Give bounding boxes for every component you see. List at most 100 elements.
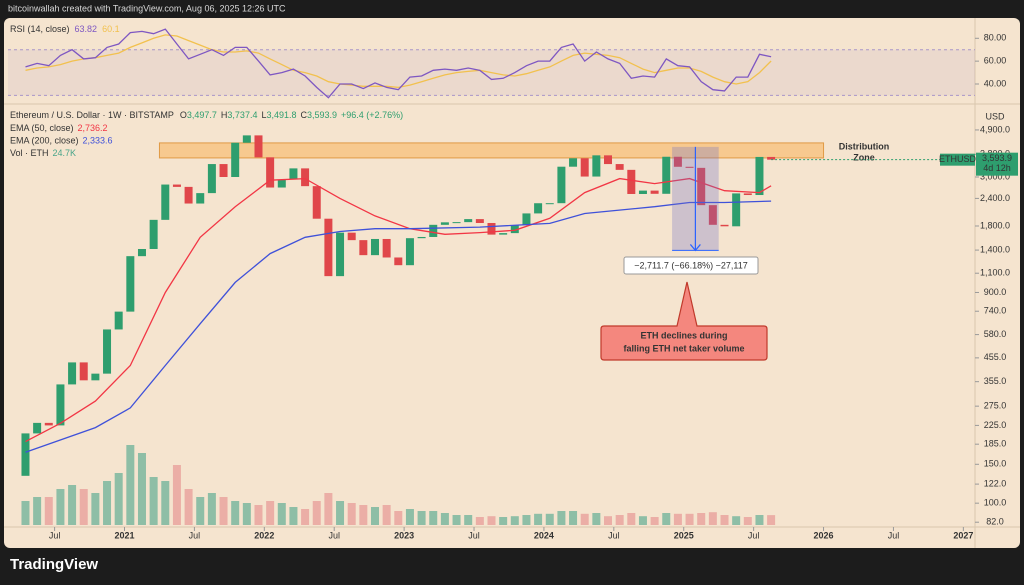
volume-bar: [732, 516, 741, 525]
volume-bar: [44, 497, 53, 525]
candle-body: [510, 225, 519, 234]
candle-body: [289, 168, 298, 180]
rsi-tick-label: 80.00: [984, 33, 1007, 43]
candle-body: [534, 203, 543, 214]
candle-body: [114, 311, 123, 330]
symbol-name: Ethereum / U.S. Dollar · 1W · BITSTAMP: [10, 110, 174, 120]
volume-bar: [452, 515, 461, 525]
candle-body: [522, 213, 531, 226]
volume-bar: [569, 511, 578, 525]
volume-bar: [755, 515, 764, 525]
y-tick-label: 580.0: [984, 329, 1007, 339]
candle-body: [405, 238, 414, 266]
footer-logo: TradingView: [10, 556, 98, 573]
candle-body: [592, 155, 601, 177]
volume-bar: [161, 481, 170, 525]
volume-bar: [33, 497, 42, 525]
volume-bar: [429, 511, 438, 525]
y-tick-label: 185.0: [984, 439, 1007, 449]
volume-bar: [673, 513, 682, 525]
candle-body: [149, 219, 158, 249]
volume-bar: [697, 513, 706, 525]
candle-body: [161, 184, 170, 220]
candle-body: [254, 135, 263, 158]
volume-value: 24.7K: [53, 148, 77, 158]
candle-body: [755, 156, 764, 196]
rsi-tick-label: 40.00: [984, 78, 1007, 88]
candle-body: [242, 135, 251, 143]
candle-body: [604, 155, 613, 165]
candle-body: [417, 236, 426, 239]
candle-body: [33, 422, 42, 434]
candle-body: [627, 169, 636, 194]
y-tick-label: 4,900.0: [980, 124, 1010, 134]
candle-body: [580, 158, 589, 177]
y-tick-label: 3,000.0: [980, 171, 1010, 181]
volume-bar: [219, 497, 228, 525]
volume-bar: [79, 489, 88, 525]
candle-body: [394, 257, 403, 266]
symbol-tag: [940, 153, 975, 166]
x-tick-label: 2026: [814, 530, 834, 540]
candle-body: [21, 433, 30, 476]
candle-body: [382, 238, 391, 258]
candle-body: [184, 186, 193, 204]
x-tick-label: Jul: [608, 530, 620, 540]
candle-body: [336, 232, 345, 277]
x-tick-label: 2023: [394, 530, 414, 540]
volume-bar: [254, 505, 263, 525]
candle-body: [219, 164, 228, 177]
volume-bar: [359, 505, 368, 525]
volume-bar: [207, 493, 216, 525]
candle-body: [231, 142, 240, 177]
countdown-text: 4d 12h: [983, 163, 1011, 173]
ohlc-value: 3,497.7: [187, 110, 217, 120]
candle-body: [440, 222, 449, 225]
callout-text: ETH declines during: [640, 330, 727, 340]
volume-bar: [312, 501, 321, 525]
volume-bar: [68, 485, 77, 525]
volume-bar: [615, 515, 624, 525]
volume-bar: [126, 445, 135, 525]
x-tick-label: Jul: [49, 530, 61, 540]
chart-panel: [4, 18, 1020, 548]
candle-body: [650, 190, 659, 194]
x-tick-label: Jul: [189, 530, 201, 540]
volume-bar: [347, 503, 356, 525]
indicator-name: EMA (50, close): [10, 123, 74, 133]
volume-bar: [266, 501, 275, 525]
candle-body: [708, 205, 717, 225]
candle-body: [545, 203, 554, 205]
candle-body: [557, 166, 566, 204]
volume-bar: [638, 516, 647, 525]
candle-body: [743, 193, 752, 196]
y-tick-label: 275.0: [984, 401, 1007, 411]
change: +96.4 (+2.76%): [341, 110, 403, 120]
volume-bar: [301, 509, 310, 525]
volume-bar: [662, 513, 671, 525]
ohlc-value: 3,593.9: [307, 110, 337, 120]
y-tick-label: 1,400.0: [980, 244, 1010, 254]
candle-body: [464, 219, 473, 223]
volume-bar: [475, 517, 484, 525]
candle-body: [312, 186, 321, 219]
x-tick-label: 2024: [534, 530, 554, 540]
ohlc-key: C: [301, 110, 308, 120]
candle-body: [685, 166, 694, 168]
volume-bar: [370, 507, 379, 525]
volume-bar: [708, 512, 717, 525]
volume-bar: [114, 473, 123, 525]
zone-label: Distribution: [839, 141, 890, 151]
rsi-legend: RSI (14, close) 63.82 60.1: [10, 24, 120, 34]
axis-unit: USD: [985, 111, 1005, 121]
volume-bar: [534, 513, 543, 525]
volume-legend: Vol · ETH 24.7K: [10, 148, 76, 158]
zone-label: Zone: [853, 152, 875, 162]
candle-body: [137, 248, 146, 257]
x-tick-label: 2027: [953, 530, 973, 540]
callout-shape: [600, 281, 768, 361]
volume-bar: [487, 516, 496, 525]
rsi-tick-label: 60.00: [984, 56, 1007, 66]
rsi-value: 63.82: [75, 24, 98, 34]
